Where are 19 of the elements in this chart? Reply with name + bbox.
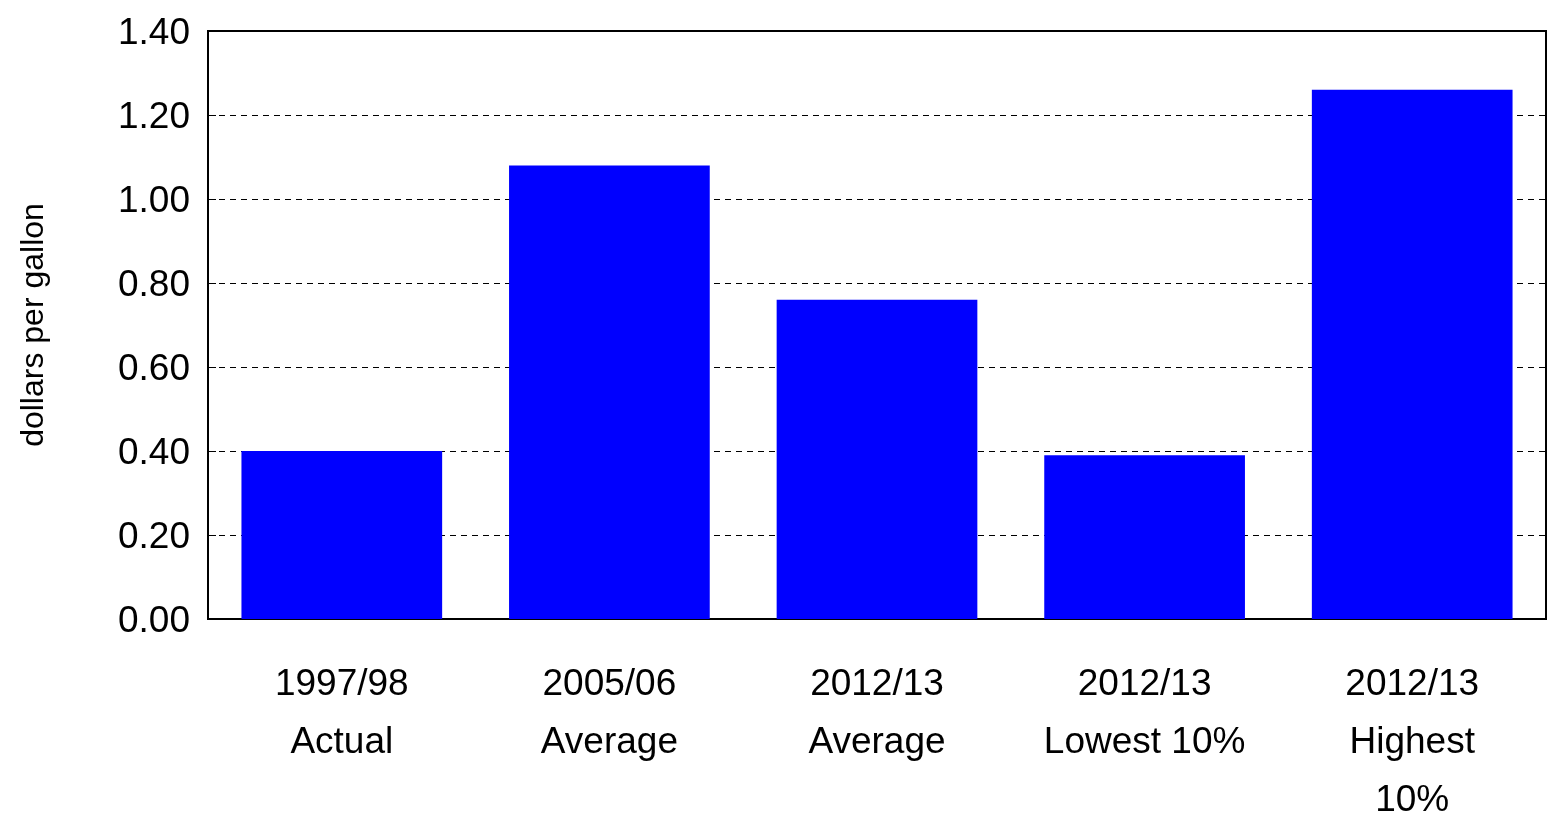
y-tick-label: 1.00 (117, 178, 190, 220)
y-tick-label: 1.40 (117, 10, 190, 52)
x-tick-label: 2012/13 Lowest 10% (1043, 661, 1246, 761)
bar (509, 165, 710, 619)
x-tick-label: 2005/06 Average (540, 661, 678, 761)
x-tick-label: 1997/98 Actual (274, 661, 409, 761)
y-tick-label: 0.00 (117, 598, 190, 640)
bar (776, 299, 978, 619)
bar (241, 451, 443, 619)
y-tick-label: 0.40 (117, 430, 190, 472)
bar (1044, 455, 1245, 619)
x-tick-label: 2012/13 Highest 10% (1345, 661, 1480, 819)
y-tick-label: 0.20 (117, 514, 190, 556)
x-tick-label: 2012/13 Average (808, 661, 946, 761)
y-tick-label: 1.20 (117, 94, 190, 136)
y-tick-label: 0.60 (117, 346, 190, 388)
y-tick-label: 0.80 (117, 262, 190, 304)
bar (1311, 89, 1513, 619)
y-axis-title: dollars per gallon (14, 203, 50, 447)
